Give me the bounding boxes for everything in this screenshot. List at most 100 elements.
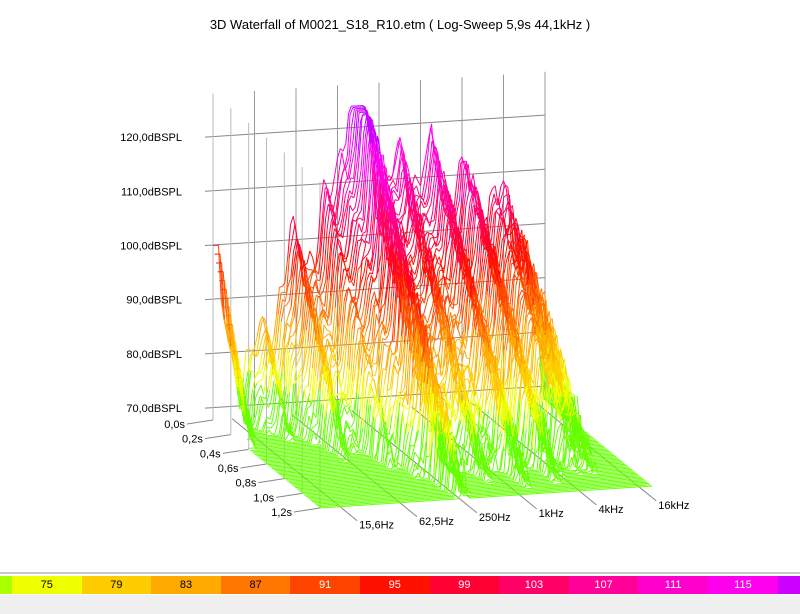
- slice-segment: [322, 351, 327, 364]
- slice-segment: [330, 296, 335, 325]
- slice-segment: [439, 209, 444, 241]
- slice-segment: [298, 326, 303, 348]
- slice-segment: [344, 187, 349, 196]
- slice-segment: [353, 444, 357, 452]
- slice-segment: [259, 316, 264, 322]
- slice-segment: [377, 157, 381, 173]
- slice-segment: [410, 219, 415, 238]
- slice-segment: [382, 198, 387, 235]
- slice-segment: [273, 371, 278, 382]
- slice-segment: [386, 242, 391, 266]
- slice-segment: [343, 268, 347, 272]
- slice-segment: [297, 385, 302, 397]
- slice-segment: [520, 313, 525, 345]
- slice-segment: [376, 135, 381, 153]
- slice-segment: [509, 212, 514, 220]
- slice-segment: [422, 155, 427, 170]
- slice-segment: [256, 380, 260, 384]
- slice-segment: [255, 417, 260, 429]
- slice-segment: [343, 289, 348, 301]
- slice-segment: [343, 204, 348, 217]
- freq-tick-label: 62,5Hz: [419, 516, 454, 528]
- slice-segment: [306, 349, 310, 371]
- slice-segment: [437, 264, 442, 271]
- slice-segment: [512, 217, 517, 231]
- slice-segment: [350, 138, 354, 160]
- slice-segment: [489, 206, 494, 232]
- slice-segment: [280, 306, 285, 322]
- slice-segment: [414, 174, 419, 181]
- slice-segment: [426, 196, 430, 207]
- slice-segment: [348, 301, 353, 319]
- slice-segment: [351, 213, 355, 223]
- slice-segment: [423, 205, 427, 209]
- slice-segment: [508, 225, 512, 229]
- slice-segment: [431, 234, 435, 239]
- slice-segment: [503, 259, 508, 274]
- slice-segment: [395, 355, 399, 367]
- time-tick-label: 1,2s: [271, 507, 292, 519]
- slice-segment: [375, 152, 380, 177]
- slice-segment: [337, 287, 342, 327]
- slice-segment: [421, 197, 426, 206]
- slice-segment: [234, 359, 239, 390]
- slice-segment: [418, 250, 423, 264]
- slice-segment: [346, 205, 351, 238]
- slice-segment: [419, 282, 423, 289]
- slice-segment: [292, 342, 297, 350]
- slice-segment: [450, 227, 455, 250]
- slice-segment: [512, 251, 516, 271]
- slice-segment: [438, 278, 442, 283]
- slice-segment: [261, 340, 266, 355]
- slice-segment: [427, 127, 431, 158]
- slice-segment: [334, 228, 338, 234]
- slice-segment: [422, 235, 427, 245]
- slice-segment: [530, 267, 535, 306]
- slice-segment: [476, 225, 480, 259]
- slice-segment: [295, 342, 300, 349]
- slice-segment: [423, 291, 428, 304]
- slice-segment: [499, 212, 504, 217]
- slice-segment: [350, 280, 355, 287]
- slice-segment: [409, 244, 414, 252]
- slice-segment: [451, 295, 455, 304]
- slice-segment: [309, 367, 313, 394]
- slice-segment: [367, 199, 371, 232]
- slice-segment: [342, 393, 346, 395]
- slice-segment: [365, 290, 369, 311]
- slice-segment: [546, 311, 550, 323]
- slice-segment: [260, 363, 264, 374]
- slice-segment: [514, 274, 518, 280]
- slice-segment: [282, 346, 287, 367]
- slice-segment: [313, 340, 318, 372]
- slice-segment: [282, 413, 287, 423]
- slice-segment: [407, 173, 411, 180]
- slice-segment: [409, 221, 414, 233]
- slice-segment: [347, 159, 351, 180]
- slice-segment: [336, 361, 341, 368]
- slice-segment: [397, 195, 402, 201]
- slice-segment: [261, 318, 265, 324]
- slice-segment: [321, 269, 325, 285]
- slice-segment: [397, 163, 401, 193]
- slice-segment: [318, 403, 323, 426]
- slice-segment: [425, 137, 430, 156]
- slice-segment: [350, 258, 354, 280]
- slice-segment: [345, 201, 349, 224]
- slice-segment: [459, 204, 464, 235]
- slice-segment: [360, 327, 364, 344]
- slice-segment: [425, 170, 430, 187]
- slice-segment: [520, 259, 524, 261]
- slice-segment: [495, 254, 500, 269]
- slice-segment: [254, 335, 258, 349]
- slice-segment: [429, 265, 433, 276]
- slice-segment: [263, 370, 268, 395]
- slice-segment: [345, 395, 349, 410]
- slice-segment: [478, 271, 482, 293]
- slice-segment: [279, 366, 284, 399]
- slice-segment: [357, 170, 362, 189]
- slice-segment: [361, 324, 365, 329]
- slice-segment: [499, 207, 504, 214]
- slice-segment: [363, 137, 368, 180]
- slice-segment: [364, 313, 368, 329]
